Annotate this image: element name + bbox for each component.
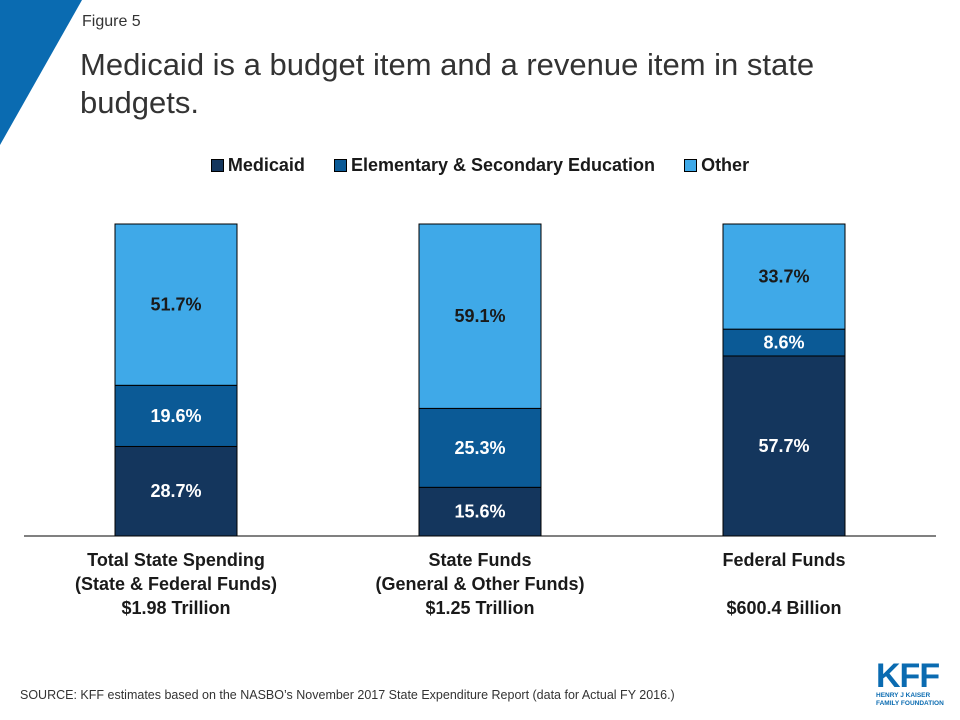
bar-segment [722,328,846,357]
data-label: 28.7% [150,481,201,501]
category-label-state-funds: State Funds (General & Other Funds) $1.2… [330,548,630,620]
corner-accent [0,0,82,145]
legend-swatch-education [333,159,347,172]
legend-item-medicaid: Medicaid [210,155,305,176]
category-label-line [634,572,934,596]
legend: Medicaid Elementary & Secondary Educatio… [0,155,960,176]
bar-segment [418,223,542,409]
data-label: 8.6% [763,333,804,353]
source-note: SOURCE: KFF estimates based on the NASBO… [20,688,675,702]
logo-line-1: HENRY J KAISER [876,692,931,699]
data-label: 51.7% [150,295,201,315]
logo-line-2: FAMILY FOUNDATION [876,700,944,707]
data-label: 59.1% [454,306,505,326]
kff-logo: KFF HENRY J KAISER FAMILY FOUNDATION [876,657,946,708]
data-label: 15.6% [454,502,505,522]
category-label-federal-funds: Federal Funds $600.4 Billion [634,548,934,620]
category-label-line: Total State Spending [87,550,265,570]
data-label: 33.7% [758,267,809,287]
bar-segment [418,407,542,488]
logo-mark: KFF [876,657,940,695]
legend-swatch-medicaid [210,159,224,172]
category-label-line: (General & Other Funds) [375,574,585,594]
legend-item-other: Other [684,155,749,176]
data-label: 19.6% [150,406,201,426]
data-label: 57.7% [758,436,809,456]
legend-label-education: Elementary & Secondary Education [350,155,656,175]
bar-segment [114,384,238,447]
legend-label-medicaid: Medicaid [227,155,305,175]
legend-label-other: Other [701,155,750,175]
category-label-line: (State & Federal Funds) [74,574,278,594]
bar-segment [114,223,238,386]
data-label: 25.3% [454,438,505,458]
bar-segment [722,355,846,537]
legend-item-education: Elementary & Secondary Education [333,155,656,176]
legend-swatch-other [684,159,698,172]
category-label-line: Federal Funds [722,550,846,570]
category-label-line: $1.98 Trillion [121,598,231,618]
chart-title: Medicaid is a budget item and a revenue … [80,47,815,120]
figure-label: Figure 5 [82,13,141,30]
corner-accent-shape [0,0,82,145]
category-label-total-state-spending: Total State Spending (State & Federal Fu… [26,548,326,620]
bar-segment [722,223,846,330]
category-label-line: State Funds [428,550,532,570]
category-label-line: $600.4 Billion [726,598,842,618]
category-label-line: $1.25 Trillion [425,598,535,618]
bar-segment [114,445,238,537]
